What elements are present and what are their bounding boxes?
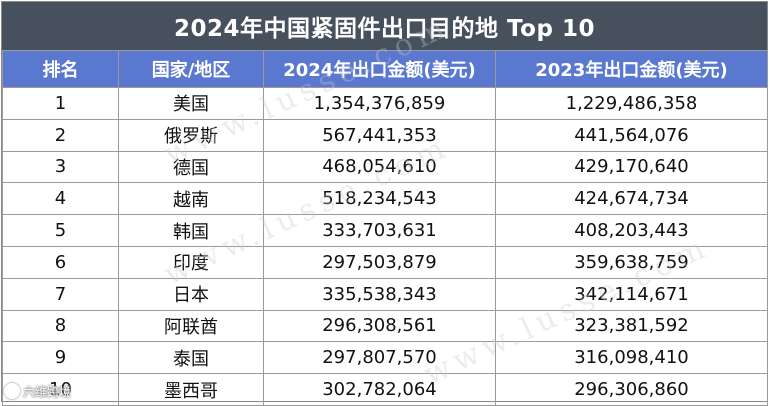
amount-2023-cell: 342,114,671	[495, 277, 768, 311]
column-header-2024-amount: 2024年出口金额(美元)	[263, 50, 496, 88]
amount-2023-cell: 323,381,592	[495, 309, 768, 343]
amount-2023-cell: 424,674,734	[495, 182, 768, 216]
amount-2023-cell: 441,564,076	[495, 118, 768, 152]
brand-logo: 六维跨境	[4, 380, 71, 402]
amount-2024-cell: 335,538,343	[263, 277, 496, 311]
table-row: 6 印度 297,503,879 359,638,759	[2, 245, 768, 279]
country-cell: 俄罗斯	[118, 118, 264, 152]
column-header-2023-amount: 2023年出口金额(美元)	[495, 50, 768, 88]
rank-cell: 1	[2, 87, 119, 120]
amount-2024-cell: 302,782,064	[263, 373, 496, 406]
amount-2023-cell: 429,170,640	[495, 150, 768, 184]
rank-cell: 5	[2, 214, 119, 247]
table-row: 4 越南 518,234,543 424,674,734	[2, 182, 768, 216]
table-row: 3 德国 468,054,610 429,170,640	[2, 150, 768, 184]
amount-2024-cell: 468,054,610	[263, 150, 496, 184]
export-table: 排名 国家/地区 2024年出口金额(美元) 2023年出口金额(美元) 1 美国…	[2, 50, 768, 406]
amount-2023-cell: 359,638,759	[495, 245, 768, 279]
country-cell: 日本	[118, 277, 264, 311]
amount-2024-cell: 296,308,561	[263, 309, 496, 343]
country-cell: 德国	[118, 150, 264, 184]
rank-cell: 7	[2, 277, 119, 311]
rank-cell: 2	[2, 118, 119, 152]
amount-2024-cell: 567,441,353	[263, 118, 496, 152]
brand-logo-text: 六维跨境	[23, 384, 72, 399]
country-cell: 阿联酋	[118, 309, 264, 343]
table-row: 1 美国 1,354,376,859 1,229,486,358	[2, 87, 768, 120]
table-row: 10 墨西哥 302,782,064 296,306,860	[2, 373, 768, 406]
table-row: 8 阿联酋 296,308,561 323,381,592	[2, 309, 768, 343]
table-row: 7 日本 335,538,343 342,114,671	[2, 277, 768, 311]
table-row: 5 韩国 333,703,631 408,203,443	[2, 214, 768, 247]
column-header-rank: 排名	[2, 50, 119, 88]
country-cell: 印度	[118, 245, 264, 279]
amount-2023-cell: 316,098,410	[495, 341, 768, 375]
table-header-row: 排名 国家/地区 2024年出口金额(美元) 2023年出口金额(美元)	[2, 50, 768, 88]
amount-2024-cell: 297,503,879	[263, 245, 496, 279]
amount-2024-cell: 518,234,543	[263, 182, 496, 216]
country-cell: 泰国	[118, 341, 264, 375]
amount-2024-cell: 297,807,570	[263, 341, 496, 375]
amount-2023-cell: 1,229,486,358	[495, 87, 768, 120]
rank-cell: 8	[2, 309, 119, 343]
country-cell: 墨西哥	[118, 373, 264, 406]
rank-cell: 9	[2, 341, 119, 375]
column-header-country: 国家/地区	[118, 50, 264, 88]
amount-2024-cell: 333,703,631	[263, 214, 496, 247]
brand-logo-icon	[4, 383, 20, 399]
page-title: 2024年中国紧固件出口目的地 Top 10	[2, 2, 767, 50]
rank-cell: 10	[2, 373, 119, 406]
rank-cell: 4	[2, 182, 119, 216]
amount-2023-cell: 408,203,443	[495, 214, 768, 247]
rank-cell: 3	[2, 150, 119, 184]
table-row: 9 泰国 297,807,570 316,098,410	[2, 341, 768, 375]
table-row: 2 俄罗斯 567,441,353 441,564,076	[2, 118, 768, 152]
country-cell: 美国	[118, 87, 264, 120]
amount-2023-cell: 296,306,860	[495, 373, 768, 406]
country-cell: 韩国	[118, 214, 264, 247]
rank-cell: 6	[2, 245, 119, 279]
country-cell: 越南	[118, 182, 264, 216]
amount-2024-cell: 1,354,376,859	[263, 87, 496, 120]
